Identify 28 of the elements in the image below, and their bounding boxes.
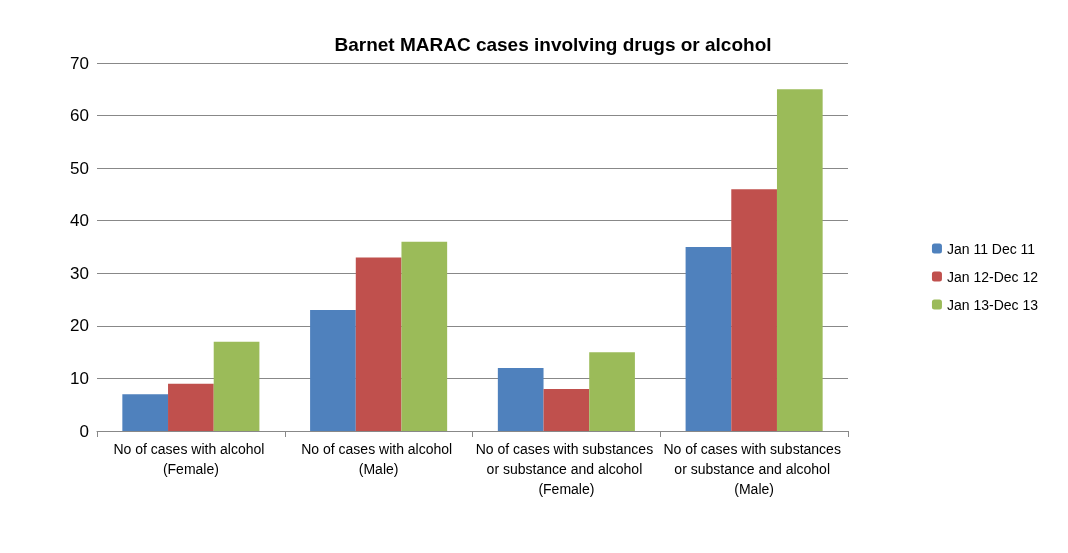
bar (731, 189, 777, 431)
bar (213, 341, 260, 431)
y-tick-label: 20 (70, 316, 89, 336)
x-tick-label: No of cases with substances or substance and alcohol (Female) (475, 441, 658, 497)
bar (589, 352, 635, 431)
bar (497, 367, 544, 431)
bar (543, 388, 590, 431)
chart-title: Barnet MARAC cases involving drugs or alcohol (334, 34, 772, 55)
y-tick-label: 30 (70, 263, 89, 283)
x-tick-label: No of cases with alcohol (Male) (301, 441, 457, 477)
bar (122, 394, 169, 431)
bar (168, 383, 214, 431)
y-tick-label: 60 (70, 106, 89, 126)
legend-label: Jan 13-Dec 13 (946, 296, 1039, 313)
bar (310, 310, 356, 431)
x-tick-label: No of cases with alcohol (Female) (113, 441, 269, 477)
y-tick-label: 50 (70, 158, 89, 178)
bar (355, 257, 402, 431)
y-tick-label: 0 (79, 421, 89, 441)
y-tick-label: 40 (70, 211, 89, 231)
y-tick-label: 10 (70, 368, 89, 388)
legend-label: Jan 11 Dec 11 (946, 240, 1036, 257)
legend-label: Jan 12-Dec 12 (946, 268, 1039, 285)
bar (685, 247, 732, 431)
bar (401, 241, 448, 431)
x-tick-label: No of cases with substances or substance and alcohol (Male) (663, 441, 845, 497)
bar (776, 89, 823, 431)
y-tick-label: 70 (70, 53, 89, 73)
